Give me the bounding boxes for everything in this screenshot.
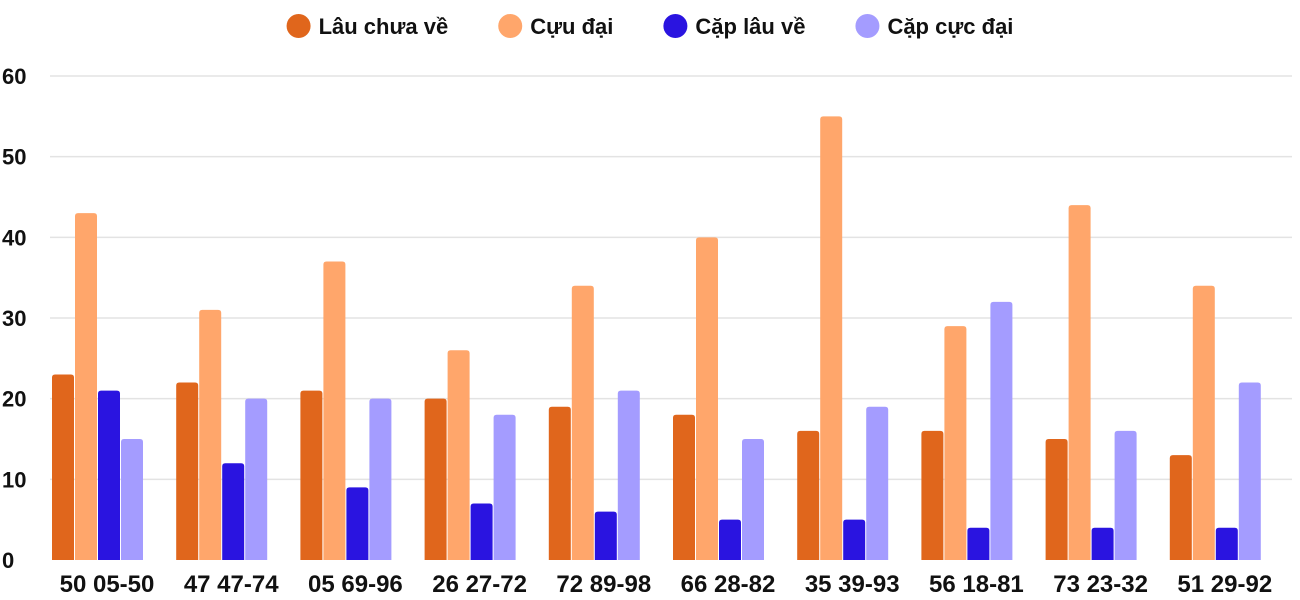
legend-label: Cựu đại [530, 14, 613, 39]
bar-1-9 [1045, 439, 1068, 560]
bar-1-5 [548, 406, 571, 560]
bars [52, 116, 1261, 561]
legend-marker [286, 14, 311, 38]
legend-label: Cặp cực đại [887, 14, 1013, 39]
bar-4-10 [1238, 382, 1261, 560]
bar-3-9 [1091, 527, 1114, 560]
x-tick-label: 35 39-93 [805, 571, 900, 598]
bar-3-10 [1215, 527, 1238, 560]
legend-label: Cặp lâu về [695, 14, 805, 39]
x-tick-label: 51 29-92 [1177, 571, 1272, 598]
bar-2-10 [1192, 285, 1215, 560]
y-tick-label: 40 [2, 225, 26, 250]
bar-4-5 [617, 390, 640, 560]
y-tick-label: 10 [2, 467, 26, 492]
x-tick-label: 56 18-81 [929, 571, 1024, 598]
bar-2-8 [944, 326, 967, 560]
bar-4-9 [1114, 430, 1137, 560]
bar-3-4 [470, 503, 493, 560]
y-tick-label: 0 [2, 548, 14, 573]
bar-2-4 [447, 350, 470, 560]
legend-marker [855, 14, 880, 38]
bar-2-5 [571, 285, 594, 560]
bar-1-10 [1169, 455, 1192, 560]
bar-2-1 [75, 213, 97, 560]
bar-1-1 [52, 374, 74, 560]
bar-3-2 [222, 463, 245, 560]
bar-4-3 [369, 398, 392, 560]
x-tick-label: 66 28-82 [681, 571, 776, 598]
bar-4-7 [866, 406, 889, 560]
bar-1-6 [673, 414, 695, 560]
x-tick-label: 47 47-74 [184, 571, 279, 598]
bar-4-2 [245, 398, 268, 560]
bar-3-8 [967, 527, 990, 560]
bar-1-7 [797, 430, 820, 560]
bar-2-9 [1068, 205, 1091, 561]
y-tick-label: 20 [2, 387, 26, 412]
x-tick-label: 05 69-96 [308, 571, 403, 598]
legend-marker [498, 14, 523, 38]
legend-marker [663, 14, 688, 38]
bar-4-4 [493, 414, 516, 560]
legend-label: Lâu chưa về [319, 14, 449, 39]
legend: Lâu chưa về Cựu đại Cặp lâu về Cặp cực đại [286, 14, 1013, 39]
grid-layer [50, 75, 1292, 481]
x-axis: 50 05-50 47 47-74 05 69-96 26 27-72 72 89-98… [60, 571, 1273, 598]
y-tick-label: 50 [2, 145, 26, 170]
bar-4-8 [990, 301, 1013, 560]
y-tick-label: 30 [2, 306, 26, 331]
bar-3-7 [843, 519, 866, 560]
x-tick-label: 72 89-98 [556, 571, 651, 598]
bar-4-1 [121, 439, 143, 560]
bar-1-2 [176, 382, 199, 560]
bar-3-1 [98, 390, 120, 560]
bar-2-7 [820, 116, 843, 560]
x-tick-label: 50 05-50 [60, 571, 155, 598]
bar-4-6 [742, 439, 764, 560]
bar-2-3 [323, 261, 346, 560]
bar-2-2 [199, 309, 222, 560]
bar-3-5 [594, 511, 617, 560]
bar-3-6 [719, 519, 741, 560]
bar-1-4 [424, 398, 447, 560]
bar-2-6 [696, 237, 718, 561]
bar-1-3 [300, 390, 323, 560]
x-tick-label: 26 27-72 [432, 571, 527, 598]
bar-3-3 [346, 487, 369, 560]
bar-1-8 [921, 430, 944, 560]
y-axis: 0 10 20 30 40 50 60 [2, 64, 26, 573]
x-tick-label: 73 23-32 [1053, 571, 1148, 598]
y-tick-label: 60 [2, 64, 26, 89]
